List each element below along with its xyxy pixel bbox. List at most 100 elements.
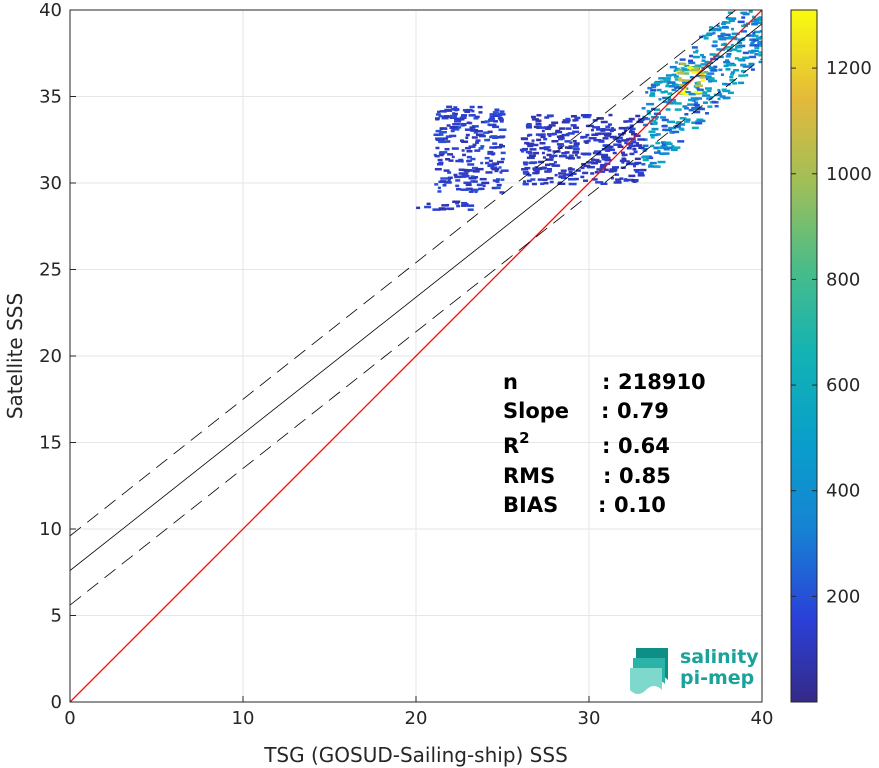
- density-cell: [489, 146, 497, 149]
- density-cell: [717, 93, 723, 96]
- density-cell: [447, 176, 453, 180]
- density-cell: [751, 34, 756, 37]
- density-cell: [633, 164, 637, 168]
- stat-value: 218910: [618, 370, 706, 394]
- density-cell: [693, 103, 700, 107]
- density-cell: [545, 158, 554, 161]
- density-cell: [472, 188, 479, 192]
- density-cell: [672, 146, 681, 149]
- density-cell: [720, 32, 726, 36]
- density-cell: [498, 114, 503, 117]
- density-cell: [473, 117, 479, 120]
- density-cell: [500, 178, 505, 181]
- density-cell: [667, 120, 676, 124]
- density-cell: [564, 140, 571, 143]
- density-cell: [671, 83, 678, 86]
- density-cell: [725, 46, 733, 49]
- density-cell: [706, 89, 712, 93]
- density-cell: [655, 146, 663, 149]
- density-cell: [598, 132, 607, 135]
- density-cell: [441, 204, 449, 207]
- density-cell: [492, 179, 497, 182]
- y-tick-label: 30: [39, 173, 62, 194]
- density-cell: [717, 97, 721, 101]
- density-cell: [535, 133, 540, 136]
- density-cell: [470, 129, 479, 132]
- density-cell: [754, 53, 759, 56]
- density-cell: [718, 68, 723, 72]
- density-cell: [462, 153, 467, 157]
- density-cell: [640, 118, 645, 121]
- density-cell: [557, 146, 563, 150]
- density-cell: [526, 179, 532, 183]
- density-cell: [702, 34, 707, 38]
- density-cell: [696, 88, 703, 92]
- density-cell: [671, 145, 675, 148]
- density-cell: [608, 170, 614, 173]
- density-cell: [497, 117, 502, 120]
- density-cell: [749, 55, 757, 59]
- density-cell: [717, 35, 725, 38]
- density-cell: [529, 148, 537, 151]
- regression-bound-line: [70, 10, 737, 537]
- density-cell: [574, 142, 580, 145]
- density-cell: [707, 61, 713, 65]
- density-cell: [647, 86, 653, 90]
- density-cell: [519, 148, 527, 152]
- density-cell: [750, 20, 757, 23]
- reference-lines: [70, 10, 762, 702]
- density-cell: [683, 120, 690, 123]
- density-cell: [737, 58, 743, 61]
- density-cell: [730, 17, 736, 20]
- density-cell: [547, 125, 553, 129]
- density-cell: [694, 64, 701, 68]
- density-cell: [740, 11, 748, 15]
- density-cell: [734, 37, 738, 41]
- y-axis-ticks: 0 5 10 15 20 25 30 35 40: [39, 0, 76, 713]
- density-cell: [466, 121, 471, 125]
- density-cell: [637, 138, 646, 141]
- density-cell: [451, 155, 455, 159]
- density-cell: [611, 127, 615, 130]
- density-cell: [674, 61, 678, 64]
- density-cell: [726, 49, 732, 52]
- density-cell: [696, 107, 705, 111]
- density-cell: [633, 144, 638, 147]
- density-cell: [526, 123, 532, 126]
- density-cell: [520, 137, 528, 140]
- density-cell: [581, 162, 587, 166]
- density-cell: [572, 147, 580, 151]
- density-cell: [612, 151, 617, 155]
- density-cell: [543, 181, 549, 185]
- x-tick-label: 30: [578, 708, 601, 729]
- density-cell: [628, 117, 635, 121]
- density-cell: [528, 161, 536, 165]
- density-cell: [700, 91, 708, 95]
- density-cell: [684, 64, 690, 68]
- density-cell: [565, 117, 571, 121]
- density-cell: [540, 135, 544, 138]
- density-cell: [522, 182, 529, 186]
- density-cell: [548, 124, 556, 127]
- density-cell: [586, 161, 595, 164]
- density-cell: [466, 108, 473, 112]
- density-cell: [532, 167, 539, 170]
- density-cell: [471, 166, 478, 170]
- density-cell: [758, 60, 762, 64]
- density-cell: [530, 115, 536, 119]
- density-cell: [720, 73, 724, 76]
- density-cell: [565, 133, 569, 136]
- colorbar-tick-label: 200: [826, 586, 860, 607]
- density-cell: [444, 127, 448, 130]
- density-cell: [699, 76, 706, 79]
- density-cell: [598, 140, 605, 143]
- density-cell: [667, 98, 673, 102]
- density-cell: [465, 146, 472, 150]
- density-cell: [498, 128, 507, 132]
- density-cell: [725, 55, 731, 58]
- density-cell: [750, 68, 755, 71]
- density-cell: [452, 112, 456, 115]
- density-cell: [719, 95, 726, 98]
- density-cell: [557, 181, 562, 184]
- density-cell: [725, 59, 730, 62]
